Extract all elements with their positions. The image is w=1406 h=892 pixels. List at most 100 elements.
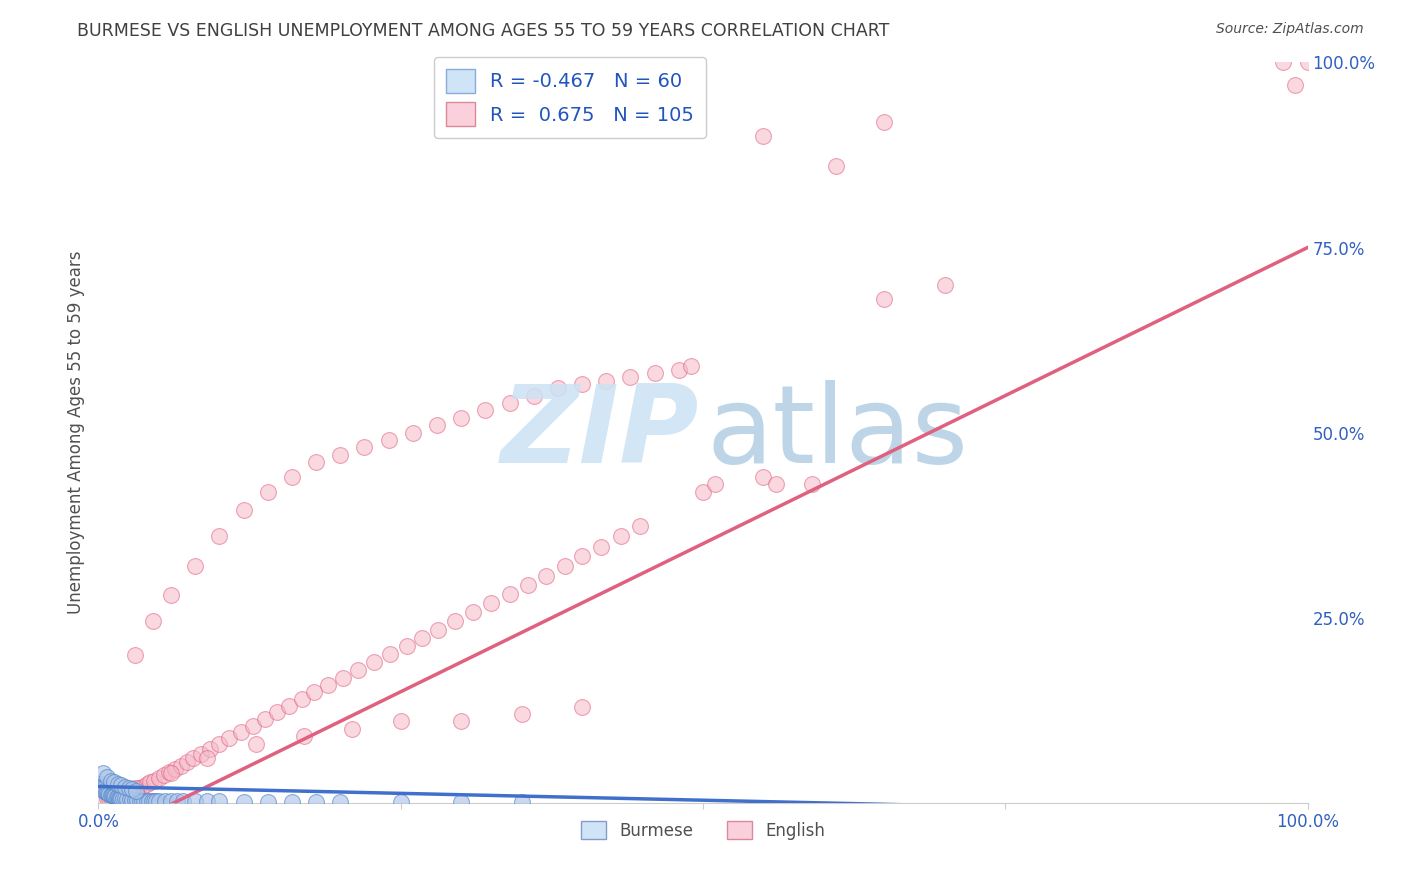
Point <box>143 794 166 808</box>
Point <box>498 587 520 601</box>
Point <box>571 377 593 392</box>
Point <box>118 784 141 798</box>
Point <box>292 729 315 743</box>
Point <box>139 775 162 789</box>
Point <box>595 374 617 388</box>
Point <box>281 470 304 484</box>
Point <box>153 794 176 808</box>
Point <box>342 722 364 736</box>
Point <box>181 751 204 765</box>
Point <box>377 433 399 447</box>
Point <box>93 792 115 806</box>
Point <box>704 477 727 491</box>
Point <box>752 470 775 484</box>
Point <box>245 737 267 751</box>
Point <box>101 789 124 804</box>
Point <box>498 396 520 410</box>
Point <box>184 558 207 573</box>
Point <box>198 741 221 756</box>
Point <box>98 787 121 801</box>
Point <box>329 795 352 809</box>
Point <box>131 780 153 794</box>
Point <box>124 782 146 797</box>
Point <box>402 425 425 440</box>
Point <box>752 129 775 144</box>
Point <box>142 615 165 629</box>
Point <box>90 780 112 794</box>
Point <box>765 477 787 491</box>
Point <box>190 747 212 761</box>
Point <box>141 794 163 808</box>
Point <box>169 758 191 772</box>
Point <box>96 785 118 799</box>
Point <box>332 671 354 685</box>
Point <box>290 692 312 706</box>
Point <box>107 776 129 790</box>
Point <box>450 795 472 809</box>
Point <box>166 794 188 808</box>
Point <box>152 768 174 782</box>
Point <box>628 519 651 533</box>
Point <box>450 410 472 425</box>
Point <box>148 794 170 808</box>
Point <box>107 788 129 802</box>
Point <box>378 647 401 661</box>
Point <box>254 712 277 726</box>
Point <box>474 403 496 417</box>
Point <box>160 794 183 808</box>
Point <box>305 455 328 469</box>
Point <box>121 793 143 807</box>
Point <box>89 777 111 791</box>
Point <box>266 706 288 720</box>
Point <box>610 529 633 543</box>
Point <box>114 780 136 794</box>
Point <box>100 773 122 788</box>
Point <box>93 784 115 798</box>
Point <box>516 578 538 592</box>
Point <box>128 794 150 808</box>
Point <box>143 773 166 788</box>
Point <box>124 780 146 795</box>
Point <box>97 786 120 800</box>
Point <box>195 751 218 765</box>
Point <box>353 441 375 455</box>
Point <box>125 784 148 798</box>
Point <box>668 362 690 376</box>
Point <box>547 381 569 395</box>
Point <box>114 791 136 805</box>
Point <box>800 477 823 491</box>
Point <box>316 678 339 692</box>
Point <box>111 786 134 800</box>
Point <box>124 648 146 662</box>
Point <box>825 159 848 173</box>
Point <box>100 788 122 802</box>
Point <box>679 359 702 373</box>
Point <box>329 448 352 462</box>
Point <box>427 623 450 637</box>
Text: Source: ZipAtlas.com: Source: ZipAtlas.com <box>1216 22 1364 37</box>
Point <box>135 794 157 808</box>
Point <box>148 772 170 786</box>
Text: atlas: atlas <box>707 380 969 485</box>
Point <box>208 529 231 543</box>
Point <box>281 795 304 809</box>
Point <box>124 793 146 807</box>
Point <box>118 792 141 806</box>
Point <box>218 731 240 746</box>
Point <box>160 589 183 603</box>
Point <box>571 549 593 564</box>
Point <box>208 794 231 808</box>
Point <box>100 789 122 803</box>
Point <box>117 792 139 806</box>
Point <box>554 558 576 573</box>
Point <box>157 765 180 780</box>
Point <box>644 367 666 381</box>
Point <box>481 596 503 610</box>
Point <box>571 699 593 714</box>
Point <box>96 791 118 805</box>
Point <box>619 370 641 384</box>
Point <box>121 782 143 797</box>
Point <box>127 780 149 795</box>
Point <box>411 631 433 645</box>
Point <box>534 568 557 582</box>
